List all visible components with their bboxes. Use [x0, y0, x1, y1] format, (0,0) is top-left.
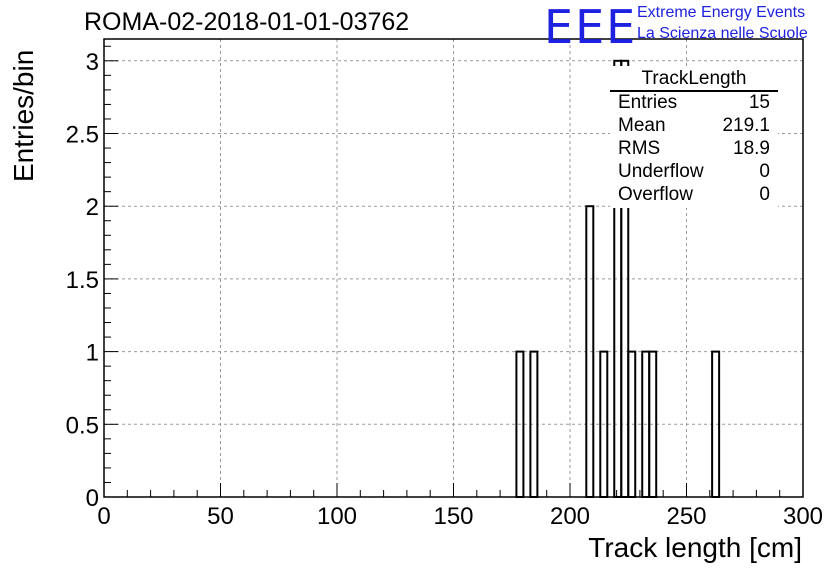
y-tick-label: 1: [86, 340, 99, 367]
x-tick-label: 0: [97, 503, 110, 530]
stats-box: TrackLength Entries 15 Mean 219.1 RMS 18…: [610, 66, 778, 208]
stats-key: Overflow: [618, 184, 693, 205]
org-name-line1: Extreme Energy Events: [637, 4, 806, 21]
stats-value: 0: [759, 184, 770, 205]
stats-row-rms: RMS 18.9: [618, 138, 770, 160]
stats-row-entries: Entries 15: [618, 92, 770, 114]
stats-value: 15: [748, 92, 770, 113]
stats-key: Mean: [618, 115, 666, 136]
stats-box-title: TrackLength: [641, 68, 747, 89]
org-name-line2: La Scienza nelle Scuole: [637, 25, 808, 42]
eee-logo: EEE: [544, 0, 638, 54]
y-tick-label: 3: [86, 49, 99, 76]
y-tick-label: 2.5: [66, 122, 99, 149]
stats-value: 219.1: [722, 115, 770, 136]
stats-value: 0: [759, 161, 770, 182]
x-tick-label: 300: [783, 503, 823, 530]
y-tick-label: 2: [86, 194, 99, 221]
chart-title: ROMA-02-2018-01-01-03762: [84, 8, 410, 36]
x-tick-label: 250: [666, 503, 706, 530]
y-tick-label: 0: [86, 485, 99, 512]
stats-key: Entries: [618, 92, 678, 113]
x-tick-label: 50: [207, 503, 234, 530]
x-tick-label: 100: [317, 503, 357, 530]
x-tick-label: 150: [433, 503, 473, 530]
stats-key: RMS: [618, 138, 661, 159]
stats-row-underflow: Underflow 0: [618, 161, 770, 183]
y-tick-label: 0.5: [66, 412, 99, 439]
stats-row-overflow: Overflow 0: [618, 184, 770, 206]
y-axis-label: Entries/bin: [8, 49, 39, 182]
stats-box-divider: [610, 90, 778, 92]
plot-frame: [103, 38, 804, 498]
stats-value: 18.9: [733, 138, 770, 159]
x-tick-label: 200: [550, 503, 590, 530]
y-tick-label: 1.5: [66, 267, 99, 294]
stats-key: Underflow: [618, 161, 704, 182]
stats-row-mean: Mean 219.1: [618, 115, 770, 137]
x-axis-label: Track length [cm]: [588, 532, 802, 563]
